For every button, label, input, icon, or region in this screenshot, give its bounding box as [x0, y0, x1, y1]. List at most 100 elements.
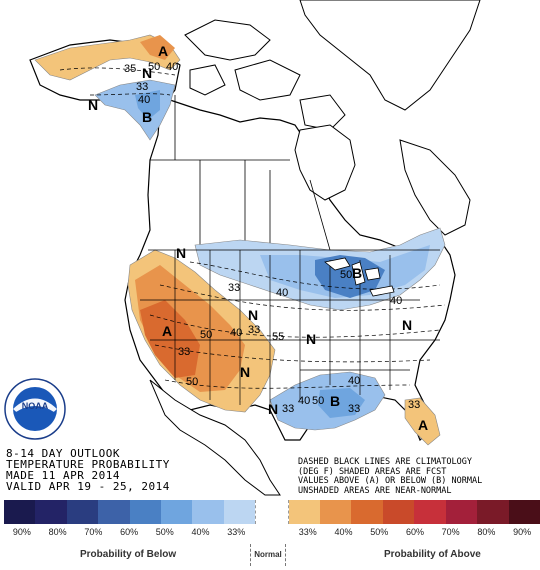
- legend-tick-label: 40%: [191, 527, 210, 537]
- probability-tick-row: 90% 80% 70% 60% 50% 40% 33% 33% 40% 50% 60% 70% 80% 9…: [4, 527, 540, 541]
- outlook-title: 8-14 DAY OUTLOOK TEMPERATURE PROBABILITY…: [6, 448, 170, 492]
- label-b-gulf: B: [330, 393, 340, 409]
- label-n-alaska-west: N: [88, 97, 98, 113]
- label-n-pnw: N: [176, 245, 186, 261]
- label-n-alaska: N: [142, 65, 152, 81]
- value-55: 55: [272, 331, 284, 343]
- alaska-below-core: [135, 90, 160, 120]
- value-40g: 40: [298, 395, 310, 407]
- probability-below-caption: Probability of Below: [80, 549, 177, 560]
- value-40d: 40: [390, 295, 402, 307]
- label-n-south: N: [268, 401, 278, 417]
- state-lines: [140, 249, 440, 408]
- value-35: 35: [124, 63, 136, 75]
- value-33e: 33: [348, 403, 360, 415]
- climatology-lines: [59, 67, 446, 389]
- legend-swatch: [4, 500, 36, 524]
- value-50c: 50: [200, 329, 212, 341]
- outlook-line-3: MADE 11 APR 2014: [6, 469, 120, 482]
- value-50e: 50: [312, 395, 324, 407]
- note-line-1: DASHED BLACK LINES ARE CLIMATOLOGY: [298, 457, 472, 467]
- legend-swatch: [288, 500, 321, 524]
- great-lakes: [324, 257, 395, 297]
- gulf-below-core: [318, 388, 365, 418]
- value-40a: 40: [166, 61, 178, 73]
- label-a-alaska: A: [158, 43, 168, 59]
- value-33g: 33: [178, 346, 190, 358]
- legend-notes: DASHED BLACK LINES ARE CLIMATOLOGY (DEG …: [298, 457, 483, 496]
- legend-tick-label: 60%: [120, 527, 139, 537]
- legend-swatch: [445, 500, 478, 524]
- forecast-labels: A N N B N A B N N N N B A N 40 50 35 33 …: [88, 43, 428, 433]
- noaa-logo-icon: NOAA: [4, 378, 66, 440]
- legend-tick-label: [254, 527, 290, 541]
- label-n-south-texas: N: [240, 364, 250, 380]
- legend-swatch: [192, 500, 224, 524]
- legend-tick-label: 33%: [227, 527, 246, 537]
- legend-swatch: [414, 500, 446, 524]
- legend-swatch: [35, 500, 67, 524]
- legend-swatch: [129, 500, 162, 524]
- alaska-above-core: [140, 35, 175, 60]
- legend-tick-label: 60%: [405, 527, 424, 537]
- value-40f: 40: [348, 375, 360, 387]
- value-50a: 50: [148, 61, 160, 73]
- florida-above-area: [404, 397, 441, 446]
- legend-swatch: [223, 500, 256, 524]
- mexico-outline: [149, 379, 281, 496]
- value-40e: 40: [230, 327, 242, 339]
- label-b-greatlakes: B: [352, 265, 362, 281]
- outlook-line-4: VALID APR 19 - 25, 2014: [6, 480, 170, 493]
- label-n-east: N: [402, 317, 412, 333]
- label-n-central: N: [248, 307, 258, 323]
- legend-swatch: [382, 500, 415, 524]
- legend-swatch: [98, 500, 130, 524]
- legend-tick-label: 90%: [513, 527, 532, 537]
- value-50b: 50: [340, 269, 352, 281]
- normal-caption: Normal: [250, 544, 286, 566]
- value-33d: 33: [282, 403, 294, 415]
- legend-swatch: [66, 500, 99, 524]
- note-line-3: VALUES ABOVE (A) OR BELOW (B) NORMAL: [298, 476, 483, 486]
- legend-tick-label: 80%: [477, 527, 496, 537]
- note-line-2: (DEG F) SHADED AREAS ARE FCST: [298, 466, 447, 477]
- west-above-core: [140, 300, 200, 378]
- legend-tick-label: 90%: [12, 527, 31, 537]
- legend-tick-label: 33%: [298, 527, 317, 537]
- outlook-line-2: TEMPERATURE PROBABILITY: [6, 458, 170, 471]
- label-a-west: A: [162, 323, 172, 339]
- outlook-line-1: 8-14 DAY OUTLOOK: [6, 447, 120, 460]
- noaa-logo: NOAA: [4, 378, 66, 440]
- legend-swatch: [508, 500, 540, 524]
- label-a-florida: A: [418, 417, 428, 433]
- legend-tick-label: 50%: [370, 527, 389, 537]
- value-40b: 40: [138, 94, 150, 106]
- legend-swatch: [477, 500, 509, 524]
- value-33c: 33: [248, 324, 260, 336]
- legend-swatch: [320, 500, 352, 524]
- value-50d: 50: [186, 376, 198, 388]
- probability-above-caption: Probability of Above: [384, 549, 481, 560]
- value-40c: 40: [276, 287, 288, 299]
- legend-tick-label: 70%: [441, 527, 460, 537]
- logo-text: NOAA: [22, 401, 49, 411]
- probability-color-scale: [4, 500, 540, 524]
- note-line-4: UNSHADED AREAS ARE NEAR-NORMAL: [298, 485, 452, 496]
- greenland-outline: [299, 0, 481, 111]
- label-b-alaska: B: [142, 109, 152, 125]
- outlook-map: A N N B N A B N N N N B A N 40 50 35 33 …: [29, 0, 481, 496]
- arctic-islands: [184, 19, 346, 131]
- legend-tick-label: 50%: [155, 527, 174, 537]
- legend-tick-label: 40%: [334, 527, 353, 537]
- legend-swatch: [351, 500, 383, 524]
- value-33f: 33: [408, 399, 420, 411]
- legend-tick-label: 70%: [84, 527, 103, 537]
- legend-tick-label: 80%: [48, 527, 67, 537]
- legend-swatch: [255, 500, 289, 524]
- value-33a: 33: [136, 81, 148, 93]
- province-lines: [150, 95, 331, 251]
- labrador: [399, 139, 471, 236]
- label-n-plains: N: [306, 331, 316, 347]
- legend-swatch: [161, 500, 193, 524]
- value-33b: 33: [228, 282, 240, 294]
